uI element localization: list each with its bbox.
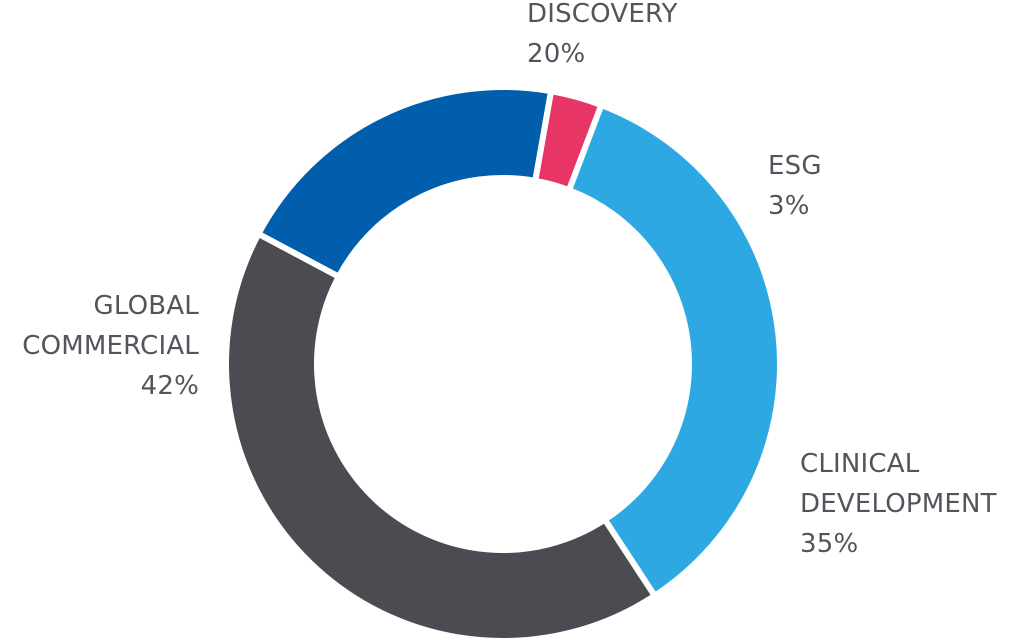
slice-name-global-line-2: COMMERCIAL [22,331,199,361]
slice-global-commercial [223,229,659,640]
slice-value-clinical-development: 35% [800,529,859,559]
slice-clinical-development [565,101,783,600]
slice-label-global-commercial: GLOBAL COMMERCIAL 42% [22,286,199,406]
slice-discovery [254,84,555,281]
slice-name-global-line-1: GLOBAL [93,291,199,321]
slice-name-esg: ESG [768,151,822,181]
slice-name-clinical-line-2: DEVELOPMENT [800,489,997,519]
slice-label-clinical-development: CLINICAL DEVELOPMENT 35% [800,444,997,564]
slice-name-clinical-line-1: CLINICAL [800,449,920,479]
slice-value-discovery: 20% [527,39,586,69]
slice-value-esg: 3% [768,191,810,221]
slice-label-esg: ESG 3% [768,146,822,226]
donut-slices [223,84,783,640]
slice-value-global-commercial: 42% [140,371,199,401]
slice-name-discovery: DISCOVERY [527,0,678,29]
slice-label-discovery: DISCOVERY 20% [527,0,678,74]
